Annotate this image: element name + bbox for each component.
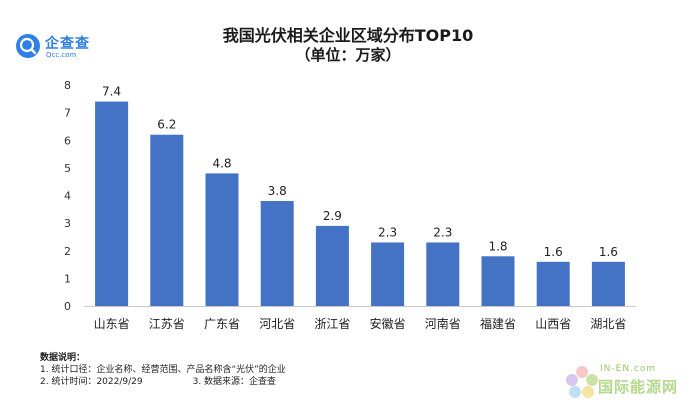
- x-tick-label: 江苏省: [149, 317, 185, 331]
- bar-value-label: 1.6: [599, 245, 618, 259]
- bar: [315, 225, 349, 306]
- data-notes: 数据说明： 1. 统计口径：企业名称、经营范围、产品名称含“光伏”的企业 2. …: [40, 352, 286, 388]
- bar: [260, 201, 294, 306]
- bar: [536, 261, 570, 306]
- bar: [205, 173, 239, 306]
- y-tick-label: 5: [64, 162, 71, 175]
- notes-line-2: 2. 统计时间：2022/9/29 3. 数据来源：企查查: [40, 376, 286, 388]
- x-tick-label: 山西省: [535, 317, 571, 331]
- notes-line-1: 1. 统计口径：企业名称、经营范围、产品名称含“光伏”的企业: [40, 365, 286, 375]
- y-tick-label: 3: [64, 217, 71, 230]
- bar-value-label: 2.3: [378, 225, 397, 239]
- y-tick-label: 1: [64, 272, 71, 285]
- y-tick-label: 4: [64, 190, 71, 203]
- bar-value-label: 6.2: [157, 118, 176, 132]
- x-tick-label: 浙江省: [314, 317, 350, 331]
- chart-title: 我国光伏相关企业区域分布TOP10: [222, 26, 474, 45]
- bar: [150, 134, 184, 306]
- bar: [95, 101, 129, 306]
- bar-value-label: 2.9: [323, 209, 342, 223]
- logo-name: 企查查: [45, 36, 90, 52]
- bar-value-label: 2.3: [433, 225, 452, 239]
- bar-value-label: 3.8: [268, 184, 287, 198]
- watermark-domain: IN-EN.com: [600, 364, 657, 374]
- notes-line-2a: 2. 统计时间：2022/9/29: [40, 377, 143, 387]
- watermark-name: 国际能源网: [598, 378, 679, 396]
- bar: [591, 261, 625, 306]
- notes-heading: 数据说明：: [40, 353, 86, 363]
- bar-value-label: 4.8: [212, 156, 231, 170]
- logo-search-icon: [16, 34, 40, 58]
- bar-value-label: 1.6: [544, 245, 563, 259]
- watermark-flower-icon: [566, 366, 598, 398]
- logo-domain: Qcc.com: [46, 51, 77, 59]
- y-tick-label: 8: [64, 79, 71, 92]
- y-tick-label: 6: [64, 134, 71, 147]
- x-tick-label: 河南省: [425, 316, 461, 331]
- chart-subtitle: （单位：万家）: [295, 46, 401, 64]
- bar-value-label: 1.8: [488, 239, 507, 253]
- x-tick-label: 安徽省: [370, 316, 406, 331]
- x-tick-label: 河北省: [259, 317, 295, 331]
- x-tick-label: 湖北省: [590, 316, 626, 331]
- y-tick-label: 0: [64, 300, 71, 313]
- bar: [426, 242, 460, 306]
- y-tick-label: 7: [64, 107, 71, 120]
- x-tick-label: 山东省: [94, 317, 130, 331]
- bar: [481, 256, 515, 306]
- x-tick-label: 广东省: [204, 317, 240, 331]
- qcc-logo: 企查查 Qcc.com: [16, 32, 106, 68]
- bar: [371, 242, 405, 306]
- x-tick-label: 福建省: [480, 316, 516, 331]
- watermark: IN-EN.com 国际能源网: [562, 358, 692, 404]
- notes-line-2b: 3. 数据来源：企查查: [192, 377, 277, 387]
- bar-value-label: 7.4: [102, 85, 121, 99]
- y-tick-label: 2: [64, 245, 71, 258]
